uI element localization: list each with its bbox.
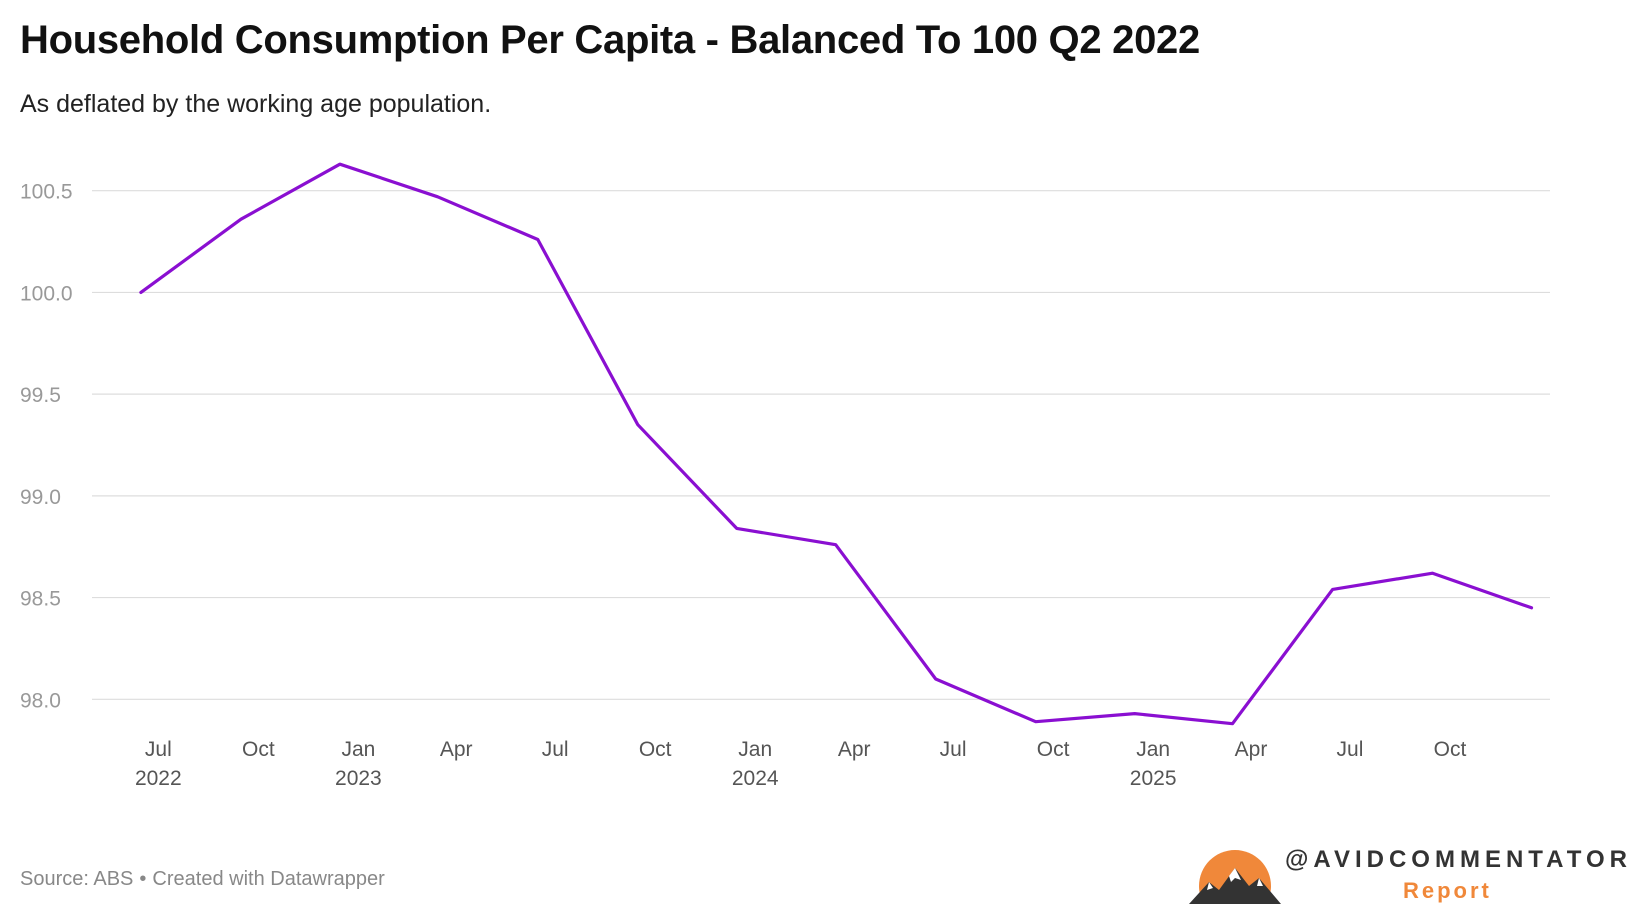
y-tick-label: 98.5 <box>20 588 61 611</box>
x-tick-year-label: 2025 <box>1130 767 1177 790</box>
x-tick-label: Oct <box>639 738 672 761</box>
x-tick-label: Apr <box>1235 738 1268 761</box>
chart-title: Household Consumption Per Capita - Balan… <box>20 18 1200 62</box>
source-note: Source: ABS • Created with Datawrapper <box>20 868 385 891</box>
x-tick-year-label: 2022 <box>135 767 182 790</box>
brand-logo: @AVIDCOMMENTATOR Report <box>1185 842 1627 912</box>
y-tick-label: 98.0 <box>20 689 61 712</box>
y-axis-ticks: 98.0 98.5 99.0 99.5 100.0 100.5 <box>20 181 73 713</box>
source-credit[interactable]: Created with Datawrapper <box>152 868 385 890</box>
x-tick-year-label: 2023 <box>335 767 382 790</box>
x-tick-label: Oct <box>242 738 275 761</box>
x-tick-label: Apr <box>440 738 473 761</box>
series-layer <box>139 162 1534 726</box>
brand-handle: @AVIDCOMMENTATOR <box>1285 846 1632 873</box>
source-separator: • <box>139 868 147 890</box>
source-label: Source: ABS <box>20 868 134 890</box>
x-tick-year-label: 2024 <box>732 767 779 790</box>
y-tick-label: 100.5 <box>20 181 73 204</box>
x-tick-label: Apr <box>838 738 871 761</box>
x-tick-label: Jan <box>1136 738 1170 761</box>
series-line <box>139 162 1534 726</box>
mountain-sun-icon <box>1189 850 1281 904</box>
x-tick-label: Oct <box>1434 738 1467 761</box>
x-tick-label: Jul <box>940 738 967 761</box>
x-axis-ticks: Jul 2022 Oct Jan 2023 Apr Jul Oct Jan 2024 Apr Jul O… <box>135 738 1467 790</box>
y-tick-label: 99.5 <box>20 384 61 407</box>
brand-tagline: Report <box>1403 878 1492 903</box>
x-tick-label: Jul <box>145 738 172 761</box>
line-chart: 98.0 98.5 99.0 99.5 100.0 100.5 Jul 2022 Oct Jan… <box>20 162 1550 790</box>
y-tick-label: 100.0 <box>20 282 73 305</box>
chart-subtitle: As deflated by the working age populatio… <box>20 90 492 118</box>
y-tick-label: 99.0 <box>20 486 61 509</box>
x-tick-label: Jan <box>738 738 772 761</box>
x-tick-label: Jul <box>1337 738 1364 761</box>
x-tick-label: Oct <box>1037 738 1070 761</box>
gridlines <box>92 190 1550 700</box>
x-tick-label: Jul <box>542 738 569 761</box>
x-tick-label: Jan <box>341 738 375 761</box>
